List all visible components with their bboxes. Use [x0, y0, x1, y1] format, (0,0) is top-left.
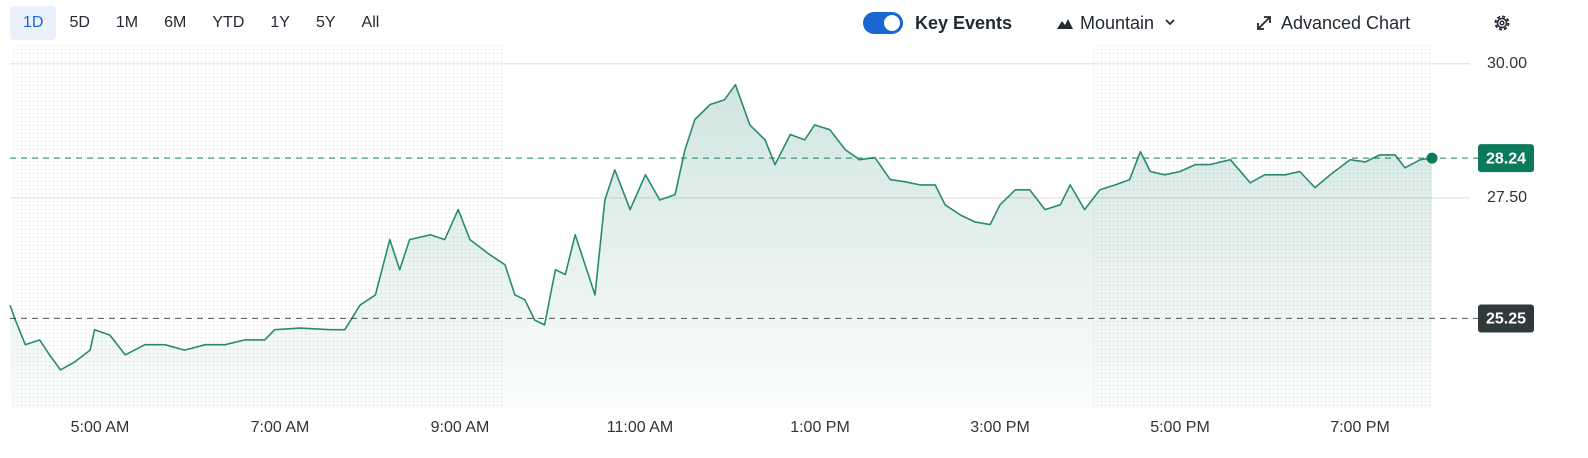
price-badge — [1478, 144, 1534, 173]
area — [10, 84, 1432, 408]
x-tick-label: 5:00 PM — [1150, 419, 1210, 436]
chevron — [1165, 19, 1175, 26]
chart-style[interactable]: Mountain — [1056, 6, 1184, 40]
key-events[interactable]: Key Events — [862, 6, 1012, 40]
chart: 30.00 27.50 5:00 AM 7:00 AM 9:00 AM 11:00 AM 1… — [9, 45, 1534, 436]
y-tick-label: 30.00 — [1487, 55, 1527, 72]
gear-icon — [1494, 15, 1510, 31]
advanced-chart-label: Advanced Chart — [1281, 12, 1411, 33]
settings[interactable] — [1492, 6, 1512, 40]
x-tick-label: 3:00 PM — [970, 419, 1030, 436]
price-line — [9, 83, 1433, 371]
price-badge-label: 28.24 — [1486, 150, 1526, 167]
range-selector: 1D 5D 1M 6M YTD 1Y 5Y All — [10, 6, 392, 40]
toggle[interactable] — [862, 11, 904, 35]
mountain-icon — [1057, 19, 1073, 29]
range-button[interactable]: 1Y — [270, 14, 290, 31]
price-badge-label: 25.25 — [1486, 311, 1526, 328]
advanced-chart[interactable]: Advanced Chart — [1255, 6, 1410, 40]
range-button[interactable]: 5Y — [315, 14, 336, 31]
last-point — [1426, 152, 1438, 164]
range-button[interactable]: 6M — [164, 14, 187, 31]
range-button[interactable]: 5D — [69, 14, 90, 31]
range-button[interactable]: YTD — [212, 14, 245, 31]
range-button[interactable]: All — [361, 14, 380, 31]
price-badge — [1478, 304, 1534, 333]
x-tick-label: 1:00 PM — [790, 419, 850, 436]
key-events-label: Key Events — [915, 12, 1013, 33]
range-button[interactable]: 1D — [10, 6, 57, 40]
y-tick-label: 27.50 — [1487, 189, 1527, 206]
x-tick-label: 5:00 AM — [71, 419, 130, 436]
range-button[interactable]: 1M — [115, 14, 139, 31]
x-tick-label: 7:00 PM — [1330, 419, 1390, 436]
x-tick-label: 11:00 AM — [607, 419, 673, 436]
chart-style-label: Mountain — [1080, 12, 1155, 33]
x-tick-label: 9:00 AM — [431, 419, 490, 436]
x-tick-label: 7:00 AM — [251, 419, 310, 436]
expand-icon — [1257, 16, 1271, 30]
